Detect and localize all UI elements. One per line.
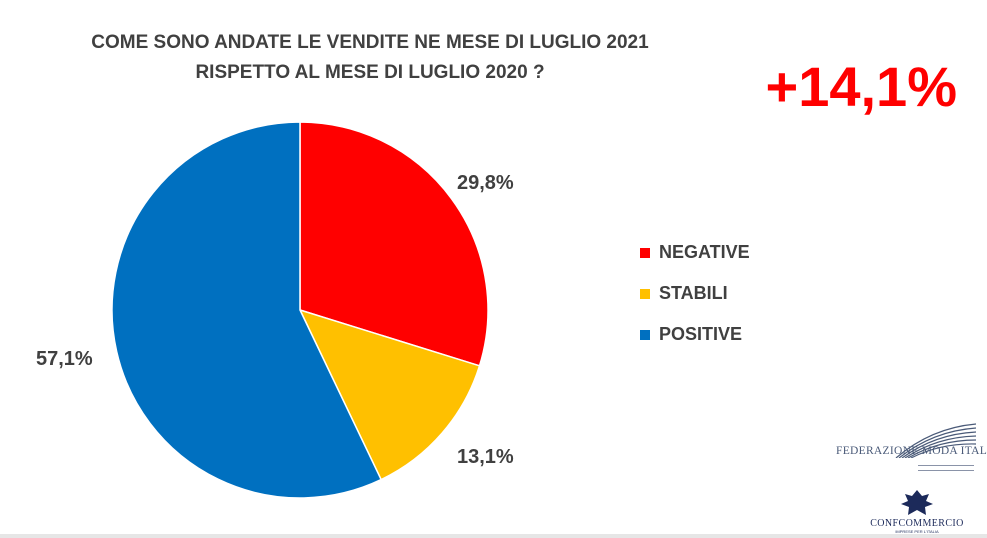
legend-label-stabili: STABILI [659,283,728,303]
legend-item-positive: POSITIVE [640,314,750,355]
chart-title-line-2: RISPETTO AL MESE DI LUGLIO 2020 ? [195,62,545,83]
headline-delta: +14,1% [765,55,958,118]
chart-title: COME SONO ANDATE LE VENDITE NE MESE DI L… [40,28,700,88]
data-label-stabili: 13,1% [457,446,514,468]
legend-swatch-stabili [640,288,650,299]
confcommercio-logo-text: CONFCOMMERCIO [870,518,964,529]
pie-slice-stabili [298,308,481,481]
legend-swatch-negative [640,247,650,258]
confcommercio-emblem-icon [901,490,933,515]
chart-legend: NEGATIVE STABILI POSITIVE [640,232,750,355]
confcommercio-tagline: IMPRESE PER L'ITALIA [895,529,939,534]
legend-item-stabili: STABILI [640,273,750,314]
legend-swatch-positive [640,329,650,340]
federazione-logo-text: FEDERAZIONE MODA ITALIA [836,445,987,457]
bottom-divider [0,534,987,538]
data-label-positive: 57,1% [36,348,93,370]
pie-slice-positive [111,121,383,499]
legend-item-negative: NEGATIVE [640,232,750,273]
federazione-moda-italia-logo: FEDERAZIONE MODA ITALIA [836,418,987,488]
legend-label-negative: NEGATIVE [659,242,750,262]
legend-label-positive: POSITIVE [659,324,743,344]
federazione-swoosh-icon [895,423,977,458]
pie-slice-negative [299,121,489,367]
confcommercio-logo: CONFCOMMERCIO IMPRESE PER L'ITALIA [862,488,972,534]
chart-title-line-1: COME SONO ANDATE LE VENDITE NE MESE DI L… [91,32,649,53]
federazione-logo-rule [918,465,974,471]
data-label-negative: 29,8% [457,172,514,194]
